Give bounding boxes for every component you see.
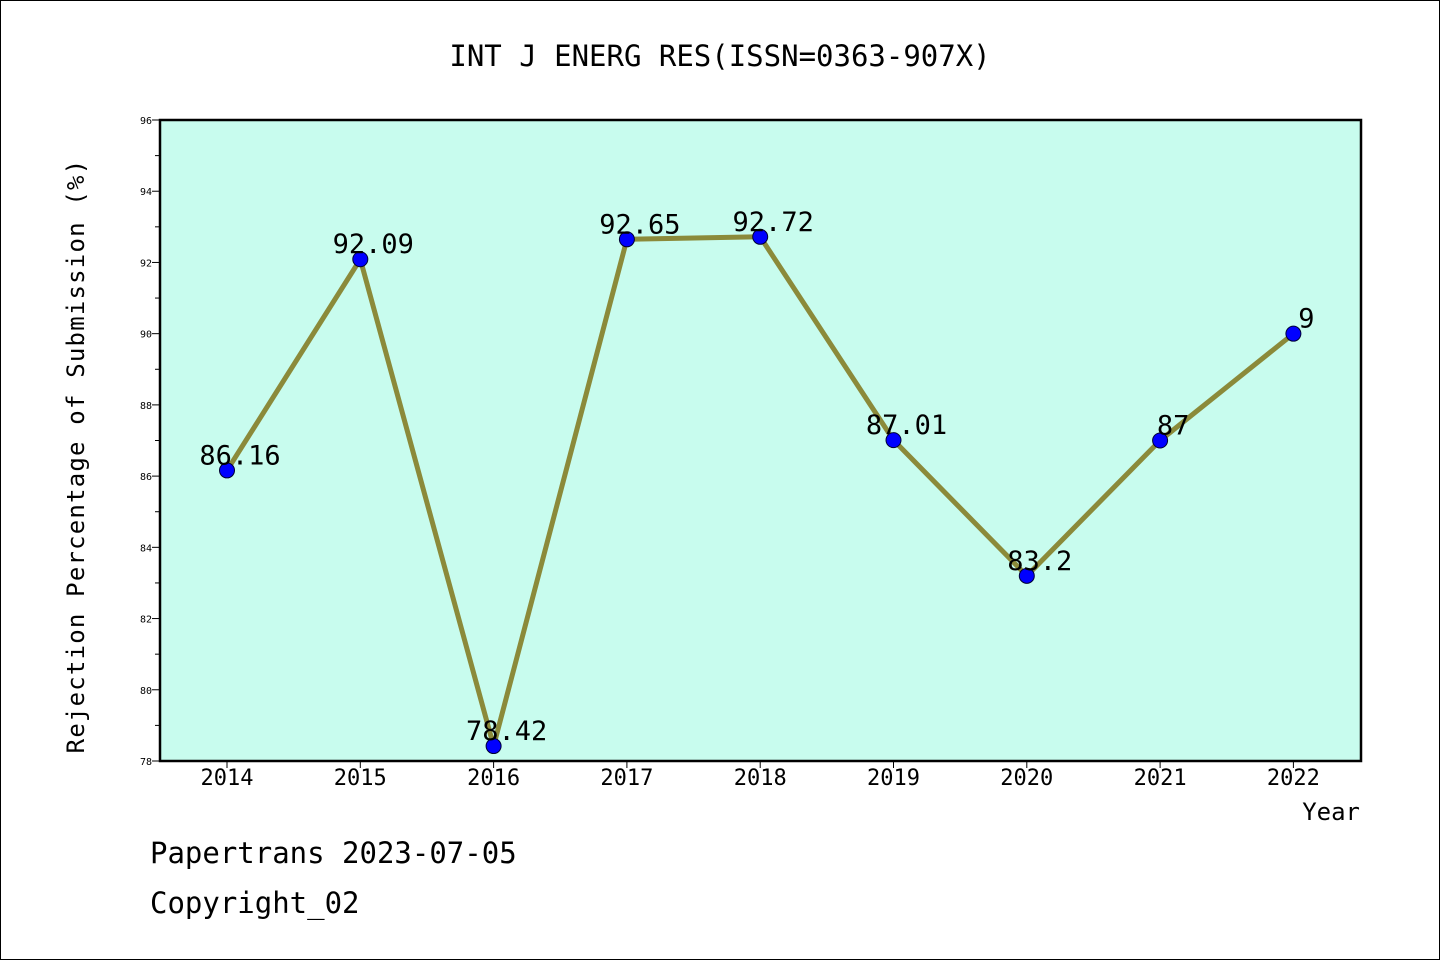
data-point [618,231,635,248]
x-tick-label: 2016 [467,766,520,791]
data-point [352,251,369,268]
x-tick-label: 2018 [734,766,787,791]
chart-title: INT J ENERG RES(ISSN=0363-907X) [449,39,990,73]
data-label: 87.01 [866,410,947,441]
y-axis-label: Rejection Percentage of Submission (%) [62,159,90,754]
y-tick-label: 92 [140,258,152,269]
footer-date: Papertrans 2023-07-05 [150,836,517,870]
x-tick-label: 2015 [334,766,387,791]
series-line-group [219,228,1302,755]
data-label: 92.65 [599,209,680,240]
y-tick-label: 96 [140,116,152,127]
x-tick-label: 2020 [1000,766,1053,791]
x-axis-label: Year [1302,798,1360,826]
data-label: 92.09 [333,229,414,260]
x-tick-label: 2014 [201,766,254,791]
y-tick-label: 88 [140,401,152,412]
y-tick-label: 94 [140,187,152,198]
y-tick-label: 78 [140,757,152,768]
data-point [752,228,769,245]
data-point [1152,432,1169,449]
data-label: 92.72 [733,207,814,238]
footer-copyright: Copyright_02 [150,886,360,920]
data-label: 78.42 [466,716,547,747]
y-tick-label: 80 [140,686,152,697]
x-axis: 2014 2015 2016 2017 2018 2019 2020 2021 2022 [201,761,1320,791]
data-point [485,738,502,755]
data-label: 83.2 [1007,546,1072,577]
data-label: 86.16 [199,440,280,471]
data-labels: 86.16 92.09 78.42 92.65 92.72 87.01 83.2 87 9 [199,207,1314,747]
data-label: 9 [1298,304,1314,335]
y-axis: 78 80 82 84 86 88 90 92 94 96 [140,116,160,768]
y-tick-label: 82 [140,615,152,626]
plot-border [158,118,1363,763]
data-point [1285,325,1302,342]
y-tick-label: 90 [140,330,152,341]
x-tick-label: 2017 [600,766,653,791]
data-point [1018,567,1035,584]
data-point [219,462,235,479]
y-tick-label: 84 [140,543,152,554]
x-tick-label: 2022 [1267,766,1320,791]
y-tick-label: 86 [140,472,152,483]
data-label: 87 [1157,411,1190,442]
data-point [885,432,902,449]
x-tick-label: 2019 [867,766,920,791]
x-tick-label: 2021 [1134,766,1187,791]
